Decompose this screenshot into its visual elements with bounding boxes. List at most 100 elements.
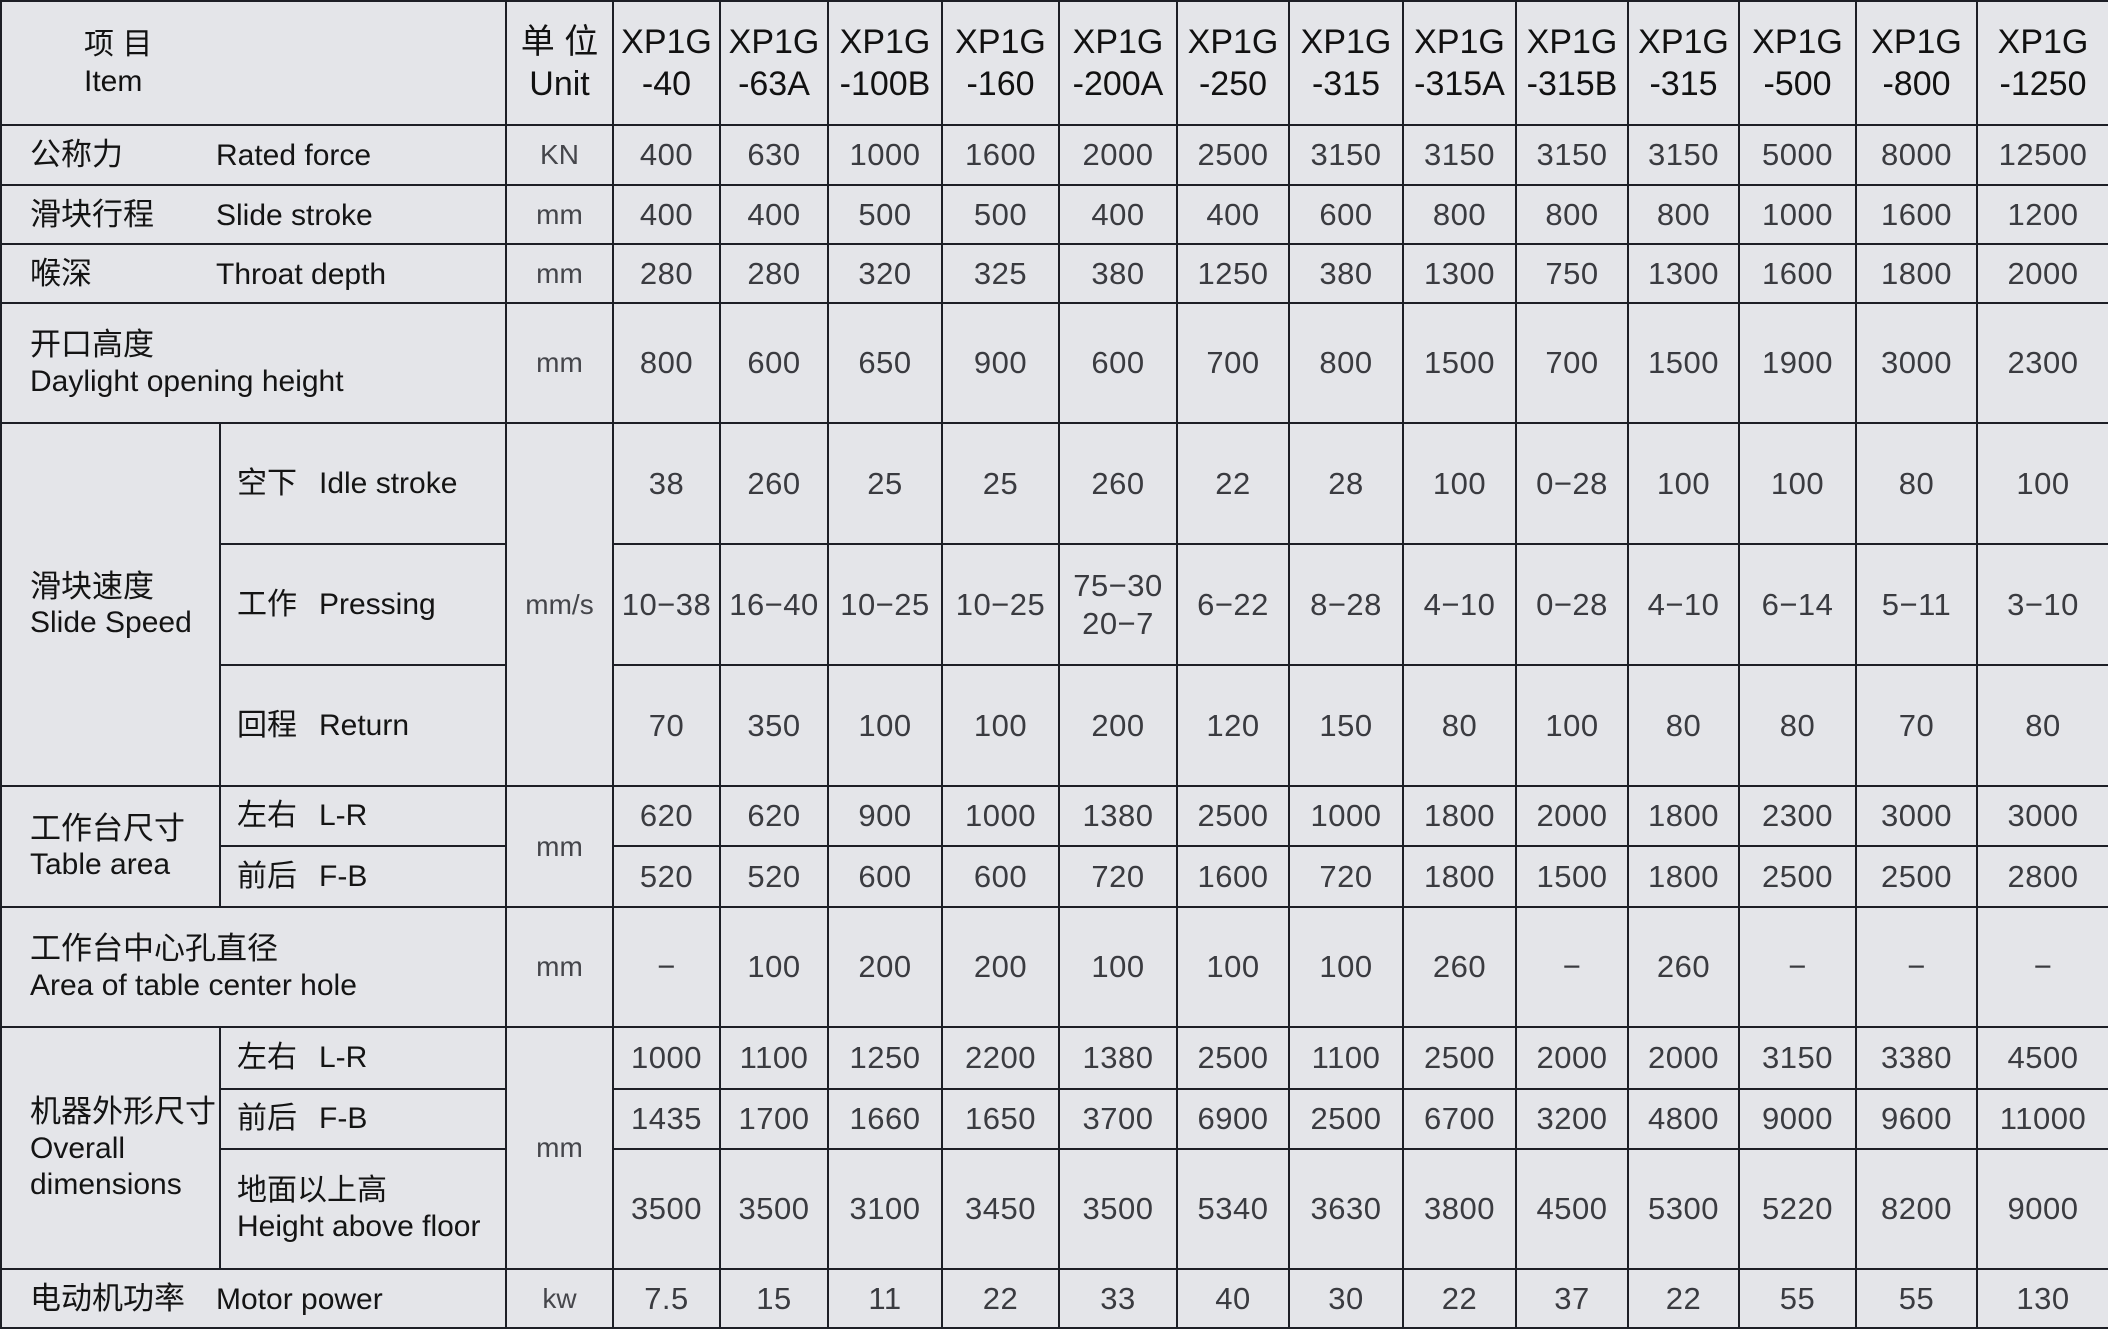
- value-cell: 33: [1058, 1268, 1178, 1329]
- value-cell: 400: [612, 184, 721, 245]
- value-cell: 600: [1288, 184, 1404, 245]
- value-cell: 6−14: [1738, 543, 1857, 666]
- model-header: XP1G -160: [941, 0, 1060, 126]
- value-cell: 900: [827, 785, 943, 847]
- value-cell: 80: [1402, 664, 1517, 787]
- value-cell: 0−28: [1515, 543, 1629, 666]
- table-row: 地面以上高 Height above floor 3500 3500 3100 3450 3…: [1, 1148, 2108, 1270]
- value-cell: 100: [1976, 422, 2108, 545]
- value-cell: 1500: [1515, 845, 1629, 908]
- value-cell: 1800: [1627, 785, 1740, 847]
- row-label-zh: 公称力: [30, 137, 123, 172]
- value-cell: 3700: [1058, 1088, 1178, 1150]
- model-name: XP1G: [839, 22, 931, 61]
- value-cell: 100: [1627, 422, 1740, 545]
- value-cell: 3380: [1855, 1026, 1978, 1090]
- value-cell: 7.5: [612, 1268, 721, 1329]
- row-label-zh: 滑块行程: [30, 196, 154, 232]
- value-cell: 10−25: [827, 543, 943, 666]
- row-label: 滑块行程 Slide stroke: [0, 184, 507, 245]
- value-cell: 260: [1402, 906, 1517, 1028]
- value-cell: 100: [1402, 422, 1517, 545]
- row-label-zh: 喉深: [30, 255, 92, 291]
- value-cell: 2000: [1515, 785, 1629, 847]
- value-cell: 280: [612, 243, 721, 304]
- sub-label-en: L-R: [319, 799, 368, 832]
- value-cell: 3500: [719, 1148, 829, 1270]
- model-variant: -315B: [1526, 65, 1618, 103]
- sub-label-zh: 前后: [237, 1102, 297, 1135]
- value-cell: 650: [827, 302, 943, 424]
- value-cell: 200: [941, 906, 1060, 1028]
- sub-label-zh: 左右: [237, 799, 297, 832]
- value-cell: 4500: [1976, 1026, 2108, 1090]
- value-cell: 9000: [1976, 1148, 2108, 1270]
- model-variant: -40: [641, 65, 692, 103]
- value-cell: 1800: [1855, 243, 1978, 304]
- unit-cell: mm: [505, 906, 614, 1028]
- model-header: XP1G -100B: [827, 0, 943, 126]
- value-cell: 2800: [1976, 845, 2108, 908]
- value-cell: 1800: [1402, 845, 1517, 908]
- value-cell: 22: [1627, 1268, 1740, 1329]
- unit-cell: kw: [505, 1268, 614, 1329]
- group-label-zh: 滑块速度: [30, 568, 154, 604]
- value-cell: 800: [612, 302, 721, 424]
- value-cell: 3150: [1515, 124, 1629, 186]
- model-name: XP1G: [1638, 22, 1729, 61]
- value-cell: 1380: [1058, 785, 1178, 847]
- value-cell: 100: [941, 664, 1060, 787]
- model-header: XP1G -63A: [719, 0, 829, 126]
- model-name: XP1G: [1526, 22, 1618, 61]
- group-label: 机器外形尺寸 Overall dimensions: [0, 1026, 221, 1270]
- sub-label-zh: 地面以上高: [237, 1174, 387, 1207]
- value-cell: 2500: [1738, 845, 1857, 908]
- value-cell: 15: [719, 1268, 829, 1329]
- item-header-zh: 项 目: [84, 27, 153, 61]
- row-label: 电动机功率 Motor power: [0, 1268, 507, 1329]
- value-cell: 600: [941, 845, 1060, 908]
- sub-label-en: Pressing: [319, 587, 436, 621]
- table-row: 开口高度 Daylight opening height mm 800 600 650 90…: [0, 302, 2108, 424]
- value-cell: 600: [719, 302, 829, 424]
- value-cell: 900: [941, 302, 1060, 424]
- value-cell: 2000: [1515, 1026, 1629, 1090]
- value-cell: 130: [1976, 1268, 2108, 1329]
- sub-label-en: Return: [319, 708, 410, 742]
- model-name: XP1G: [1072, 22, 1164, 61]
- value-cell: −: [1738, 906, 1857, 1028]
- value-cell: 800: [1402, 184, 1517, 245]
- value-cell: 600: [827, 845, 943, 908]
- item-header-en: Item: [84, 65, 143, 98]
- table-row: 前后 F-B 520 520 600 600 720 1600 720 1800 1500 1800 2…: [1, 845, 2108, 908]
- model-variant: -250: [1198, 65, 1268, 103]
- sub-label-en: Height above floor: [237, 1210, 481, 1243]
- value-cell: 80: [1627, 664, 1740, 787]
- value-cell: 380: [1288, 243, 1404, 304]
- value-cell: 2300: [1738, 785, 1857, 847]
- value-cell: 2300: [1976, 302, 2108, 424]
- unit-header: 单 位 Unit: [505, 0, 614, 126]
- value-cell: 100: [1738, 422, 1857, 545]
- value-cell: 30: [1288, 1268, 1404, 1329]
- value-cell: 25: [941, 422, 1060, 545]
- value-cell: 600: [1058, 302, 1178, 424]
- sub-label: 左右 L-R: [219, 785, 507, 847]
- row-label-en: Area of table center hole: [30, 968, 357, 1002]
- row-label: 开口高度 Daylight opening height: [0, 302, 507, 424]
- value-cell: 750: [1515, 243, 1629, 304]
- sub-label: 空下 Idle stroke: [219, 422, 507, 545]
- model-header: XP1G -250: [1176, 0, 1290, 126]
- value-cell: 70: [1855, 664, 1978, 787]
- value-cell: 1650: [941, 1088, 1060, 1150]
- group-label: 工作台尺寸 Table area: [0, 785, 221, 908]
- table-row: 前后 F-B 1435 1700 1660 1650 3700 6900 2500 6700 320…: [1, 1088, 2108, 1150]
- value-cell: 12500: [1976, 124, 2108, 186]
- value-cell: 1100: [719, 1026, 829, 1090]
- value-cell: 400: [612, 124, 721, 186]
- model-name: XP1G: [1997, 22, 2089, 61]
- value-cell: 55: [1855, 1268, 1978, 1329]
- unit-cell: mm: [505, 1026, 614, 1270]
- value-cell: 700: [1176, 302, 1290, 424]
- sub-label-en: L-R: [319, 1041, 368, 1074]
